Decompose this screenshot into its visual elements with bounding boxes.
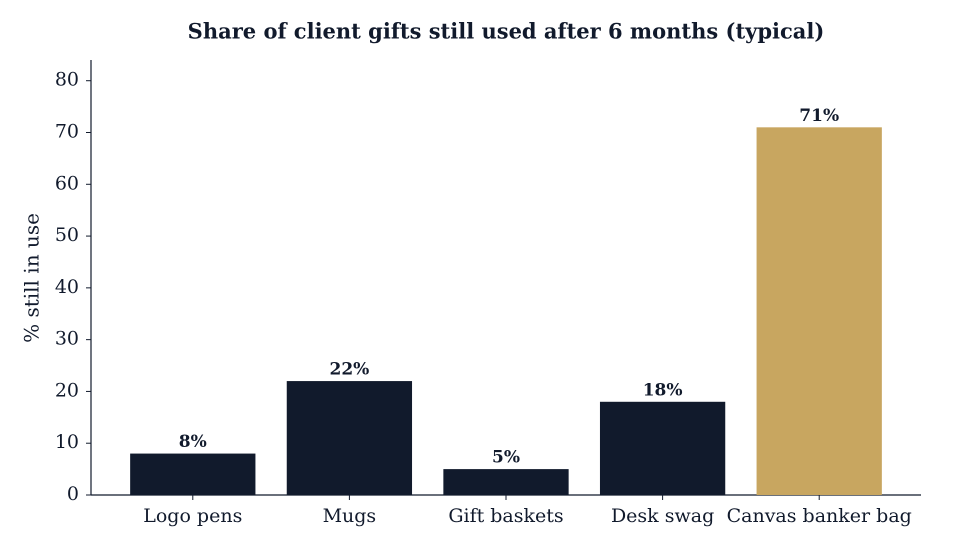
bar xyxy=(286,381,413,495)
y-tick-label: 40 xyxy=(55,276,79,298)
bar xyxy=(599,401,726,495)
y-tick-label: 80 xyxy=(55,69,79,91)
y-tick-label: 0 xyxy=(67,483,79,505)
x-tick-label: Canvas banker bag xyxy=(727,505,912,527)
value-label: 8% xyxy=(179,432,207,452)
y-tick-label: 10 xyxy=(55,431,79,453)
y-tick-label: 20 xyxy=(55,379,79,401)
x-tick-label: Gift baskets xyxy=(448,505,563,527)
value-label: 71% xyxy=(799,106,839,126)
y-tick-label: 70 xyxy=(55,121,79,143)
bar xyxy=(756,127,882,496)
x-tick-label: Logo pens xyxy=(143,505,242,527)
y-tick-label: 50 xyxy=(55,224,79,246)
value-label: 5% xyxy=(492,448,520,468)
bar xyxy=(130,453,256,495)
y-tick-label: 60 xyxy=(55,172,79,194)
value-label: 18% xyxy=(643,380,683,400)
chart-title: Share of client gifts still used after 6… xyxy=(188,19,825,44)
x-tick-label: Desk swag xyxy=(611,505,714,527)
x-tick-label: Mugs xyxy=(323,505,377,527)
y-axis-label: % still in use xyxy=(20,213,44,343)
y-tick-label: 30 xyxy=(55,328,79,350)
bar xyxy=(443,469,569,495)
value-label: 22% xyxy=(329,360,369,380)
